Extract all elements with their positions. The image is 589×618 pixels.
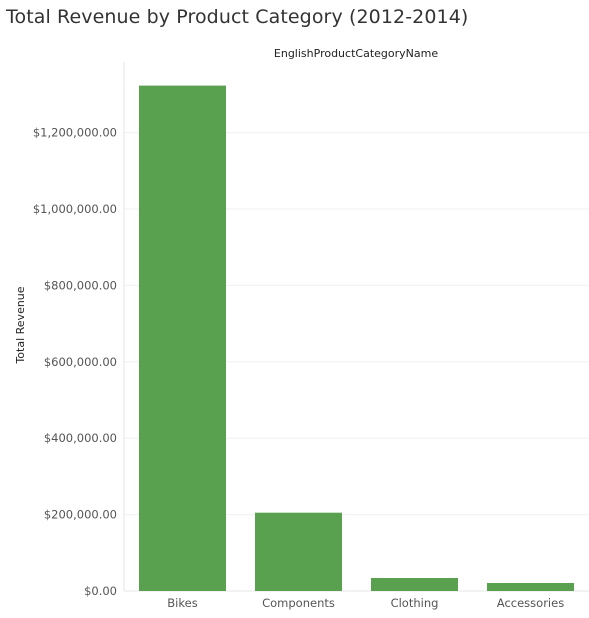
chart-title: Total Revenue by Product Category (2012-… <box>6 6 469 28</box>
y-tick-label: $1,200,000.00 <box>33 126 117 140</box>
x-axis-title: EnglishProductCategoryName <box>274 47 438 60</box>
x-tick-labels: Bikes Components Clothing Accessories <box>167 596 564 610</box>
bar-accessories[interactable] <box>487 582 574 591</box>
y-tick-label: $0.00 <box>84 584 117 598</box>
gridlines <box>124 132 589 516</box>
y-tick-labels: $0.00 $200,000.00 $400,000.00 $600,000.00 $8… <box>33 126 117 598</box>
x-tick-label: Components <box>262 596 335 610</box>
bar-components[interactable] <box>255 512 342 591</box>
x-tick-label: Clothing <box>391 596 439 610</box>
y-tick-label: $200,000.00 <box>44 508 117 522</box>
y-tick-label: $600,000.00 <box>44 355 117 369</box>
y-tick-label: $1,000,000.00 <box>33 202 117 216</box>
x-tick-label: Bikes <box>167 596 197 610</box>
y-tick-label: $800,000.00 <box>44 278 117 292</box>
bars <box>139 85 574 591</box>
x-tick-label: Accessories <box>497 596 564 610</box>
bar-clothing[interactable] <box>371 578 458 591</box>
y-axis-title: Total Revenue <box>14 286 27 364</box>
bar-bikes[interactable] <box>139 85 226 591</box>
y-tick-label: $400,000.00 <box>44 431 117 445</box>
